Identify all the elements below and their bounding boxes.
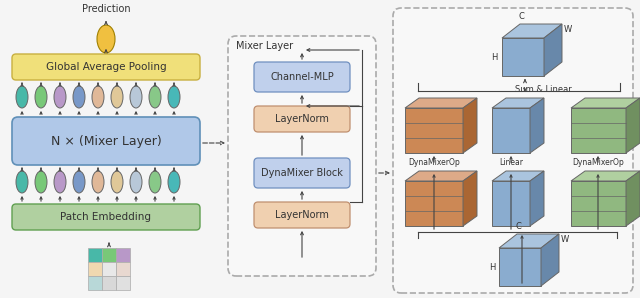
Text: H: H bbox=[492, 52, 498, 61]
Text: Mixer Layer: Mixer Layer bbox=[236, 41, 293, 51]
Text: Global Average Pooling: Global Average Pooling bbox=[45, 62, 166, 72]
Polygon shape bbox=[626, 98, 640, 153]
Text: Channel-MLP: Channel-MLP bbox=[270, 72, 334, 82]
Polygon shape bbox=[405, 171, 477, 181]
Polygon shape bbox=[405, 98, 477, 108]
Text: LayerNorm: LayerNorm bbox=[275, 210, 329, 220]
Ellipse shape bbox=[168, 171, 180, 193]
Polygon shape bbox=[530, 171, 544, 226]
FancyBboxPatch shape bbox=[254, 202, 350, 228]
Polygon shape bbox=[492, 181, 530, 226]
FancyBboxPatch shape bbox=[12, 54, 200, 80]
Text: LayerNorm: LayerNorm bbox=[275, 114, 329, 124]
Bar bbox=[102, 248, 116, 262]
FancyBboxPatch shape bbox=[254, 158, 350, 188]
Polygon shape bbox=[463, 98, 477, 153]
Polygon shape bbox=[530, 98, 544, 153]
Polygon shape bbox=[492, 171, 544, 181]
Ellipse shape bbox=[149, 171, 161, 193]
FancyBboxPatch shape bbox=[12, 204, 200, 230]
Ellipse shape bbox=[16, 86, 28, 108]
Bar bbox=[88, 276, 102, 290]
Polygon shape bbox=[499, 248, 541, 286]
Ellipse shape bbox=[73, 86, 85, 108]
Text: C: C bbox=[518, 12, 524, 21]
Text: Patch Embedding: Patch Embedding bbox=[61, 212, 152, 222]
Polygon shape bbox=[571, 181, 626, 226]
Polygon shape bbox=[502, 38, 544, 76]
Ellipse shape bbox=[168, 86, 180, 108]
Text: Sum & Linear: Sum & Linear bbox=[515, 86, 572, 94]
Polygon shape bbox=[571, 108, 626, 153]
FancyBboxPatch shape bbox=[254, 106, 350, 132]
Text: DynaMixer Block: DynaMixer Block bbox=[261, 168, 343, 178]
Ellipse shape bbox=[149, 86, 161, 108]
Polygon shape bbox=[502, 24, 562, 38]
Ellipse shape bbox=[97, 25, 115, 53]
Ellipse shape bbox=[35, 171, 47, 193]
Polygon shape bbox=[544, 24, 562, 76]
Polygon shape bbox=[499, 234, 559, 248]
Bar bbox=[102, 276, 116, 290]
Ellipse shape bbox=[16, 171, 28, 193]
Text: Prediction: Prediction bbox=[82, 4, 131, 14]
FancyBboxPatch shape bbox=[393, 8, 633, 293]
Polygon shape bbox=[541, 234, 559, 286]
Text: DynaMixerOp: DynaMixerOp bbox=[572, 158, 624, 167]
Bar bbox=[88, 248, 102, 262]
Ellipse shape bbox=[54, 86, 66, 108]
FancyBboxPatch shape bbox=[12, 117, 200, 165]
Polygon shape bbox=[463, 171, 477, 226]
Text: Linear: Linear bbox=[499, 158, 523, 167]
Text: C: C bbox=[515, 222, 521, 231]
Bar bbox=[88, 262, 102, 276]
Text: N × (Mixer Layer): N × (Mixer Layer) bbox=[51, 134, 161, 148]
Bar bbox=[116, 276, 130, 290]
FancyBboxPatch shape bbox=[254, 62, 350, 92]
Polygon shape bbox=[571, 98, 640, 108]
Bar bbox=[116, 248, 130, 262]
Ellipse shape bbox=[111, 86, 123, 108]
Text: H: H bbox=[488, 263, 495, 271]
Bar bbox=[102, 262, 116, 276]
Polygon shape bbox=[571, 171, 640, 181]
Ellipse shape bbox=[130, 171, 142, 193]
Ellipse shape bbox=[54, 171, 66, 193]
Text: W: W bbox=[564, 26, 572, 35]
Bar bbox=[116, 262, 130, 276]
FancyBboxPatch shape bbox=[228, 36, 376, 276]
Polygon shape bbox=[405, 181, 463, 226]
Ellipse shape bbox=[73, 171, 85, 193]
Text: DynaMixerOp: DynaMixerOp bbox=[408, 158, 460, 167]
Ellipse shape bbox=[92, 171, 104, 193]
Polygon shape bbox=[492, 98, 544, 108]
Ellipse shape bbox=[92, 86, 104, 108]
Polygon shape bbox=[626, 171, 640, 226]
Ellipse shape bbox=[130, 86, 142, 108]
Polygon shape bbox=[405, 108, 463, 153]
Ellipse shape bbox=[35, 86, 47, 108]
Text: W: W bbox=[561, 235, 569, 243]
Polygon shape bbox=[492, 108, 530, 153]
Ellipse shape bbox=[111, 171, 123, 193]
